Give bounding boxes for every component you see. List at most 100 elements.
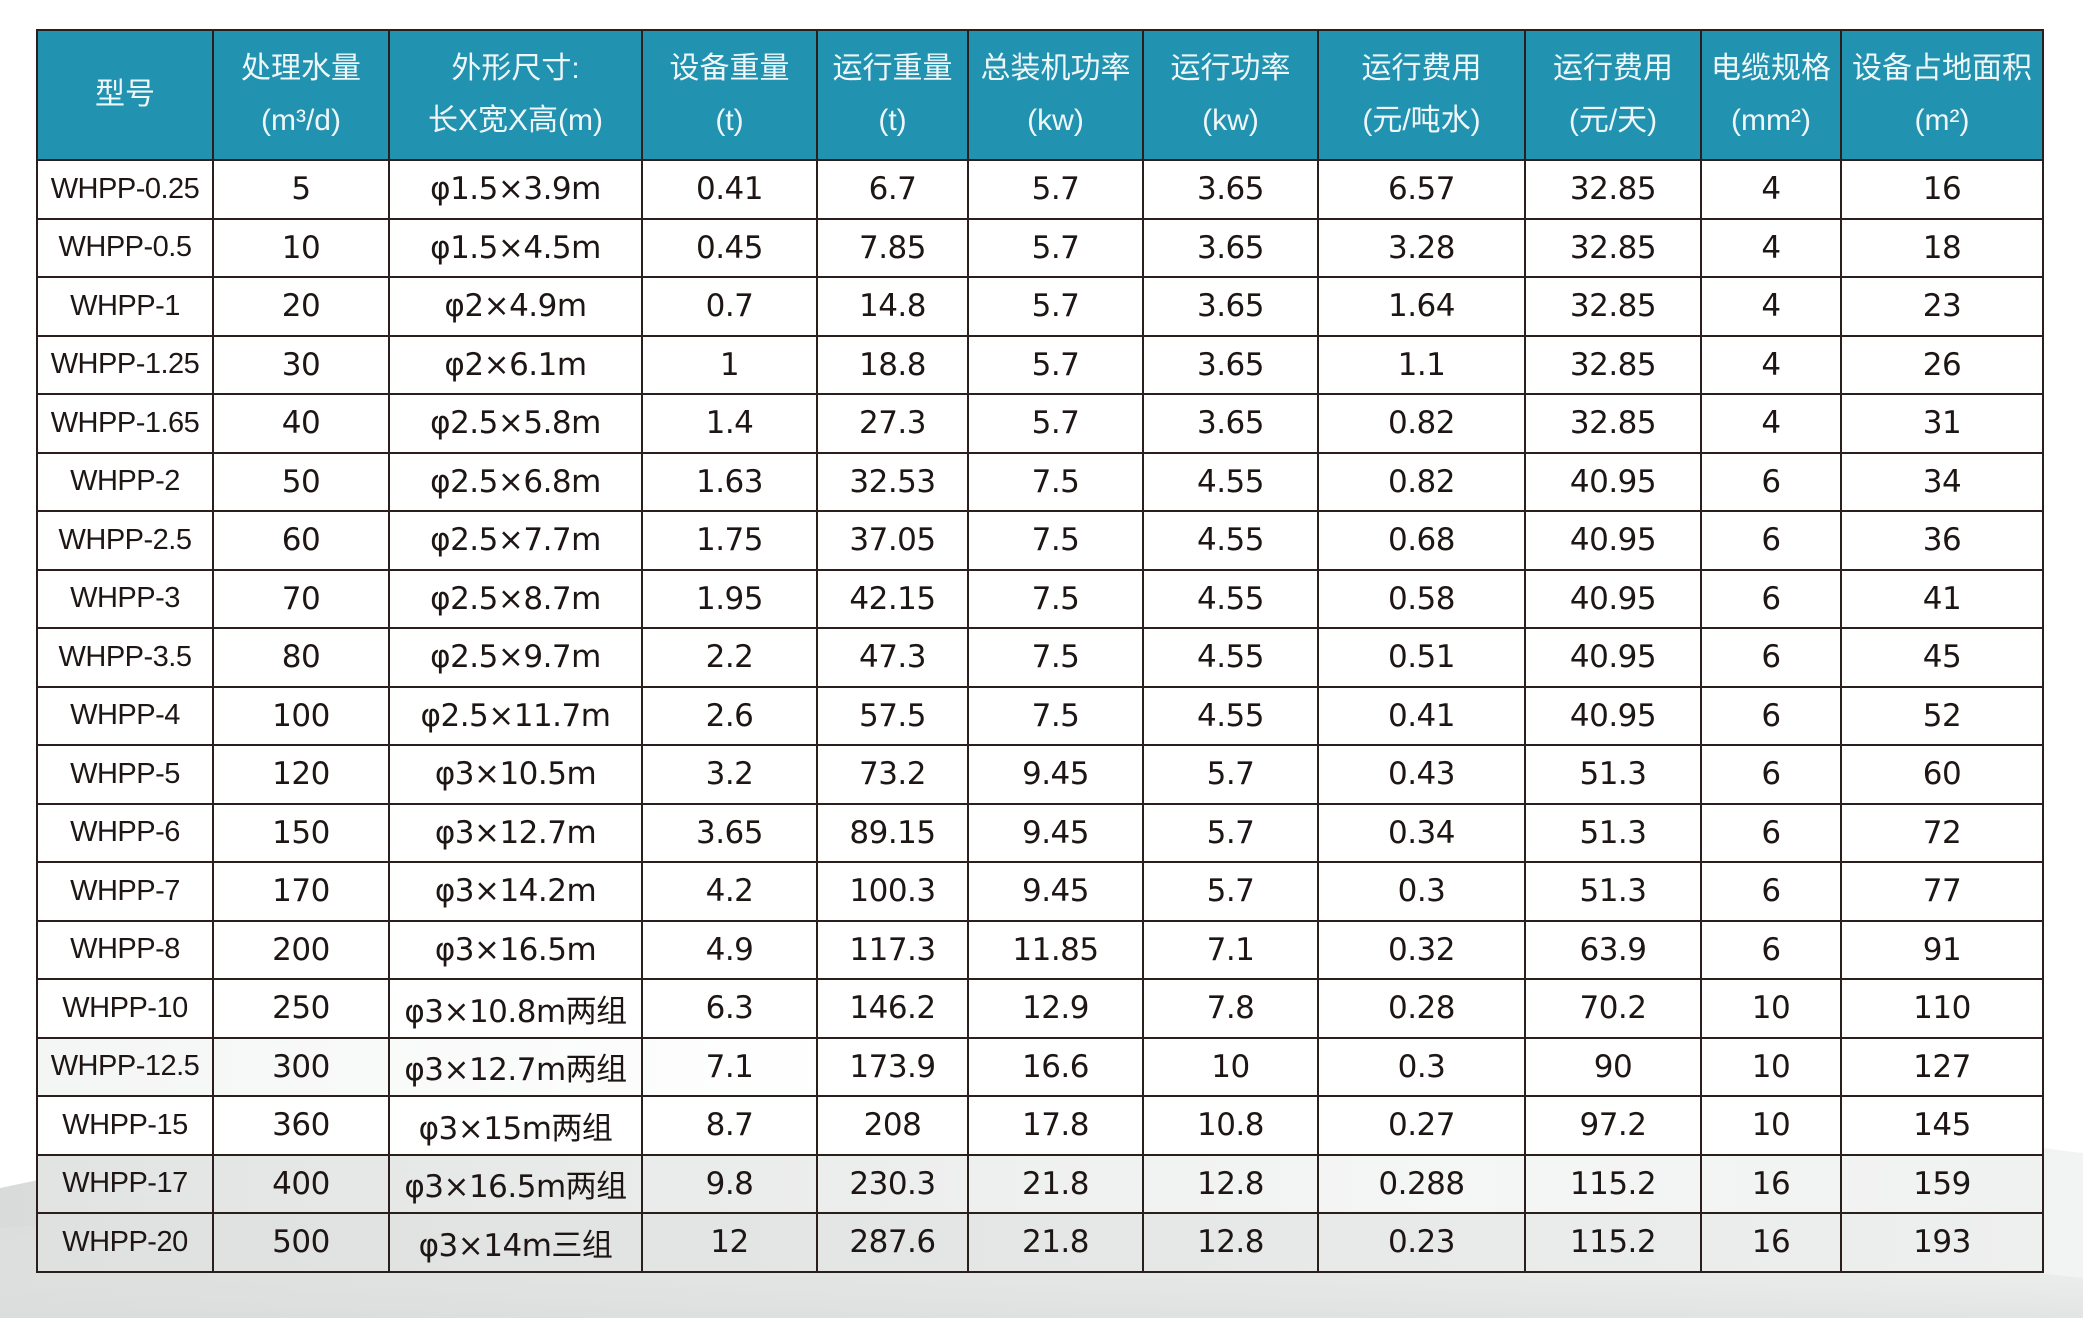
- table-cell: 3.2: [641, 744, 818, 805]
- table-row: WHPP-1.65 40 φ2.5×5.8m 1.4 27.3 5.7 3.65 0.82 32…: [36, 393, 2044, 454]
- table-cell: 51.3: [1524, 744, 1702, 805]
- table-cell: 3.65: [1142, 276, 1319, 337]
- column-header-8: 运行费用 (元/天): [1524, 29, 1702, 161]
- table-row: WHPP-10 250 φ3×10.8m两组 6.3 146.2 12.9 7.8 0.28 7…: [36, 978, 2044, 1039]
- column-header-title: 运行重量: [832, 52, 953, 85]
- table-cell: φ3×14.2m: [388, 861, 643, 922]
- column-header-unit: (t): [715, 104, 744, 137]
- table-cell: 16.6: [967, 1036, 1144, 1097]
- table-cell: 12: [641, 1212, 818, 1273]
- table-row: WHPP-5 120 φ3×10.5m 3.2 73.2 9.45 5.7 0.43 51.3 6…: [36, 744, 2044, 805]
- model-cell: WHPP-10: [36, 978, 214, 1039]
- table-cell: 23: [1840, 276, 2044, 337]
- table-cell: φ2×4.9m: [388, 276, 643, 337]
- column-header-unit: (m²): [1914, 104, 1970, 137]
- model-cell: WHPP-15: [36, 1095, 214, 1156]
- table-cell: 0.27: [1317, 1095, 1526, 1156]
- table-cell: 31: [1840, 393, 2044, 454]
- column-header-unit: (元/天): [1568, 104, 1658, 137]
- table-cell: 173.9: [816, 1036, 969, 1097]
- table-cell: 73.2: [816, 744, 969, 805]
- table-cell: 170: [212, 861, 390, 922]
- table-cell: 4.55: [1142, 627, 1319, 688]
- table-cell: φ3×15m两组: [388, 1095, 643, 1156]
- table-cell: 11.85: [967, 919, 1144, 980]
- table-cell: 72: [1840, 802, 2044, 863]
- table-cell: 10: [1142, 1036, 1319, 1097]
- table-cell: 100.3: [816, 861, 969, 922]
- model-cell: WHPP-0.5: [36, 217, 214, 278]
- table-cell: 4: [1700, 159, 1842, 220]
- table-cell: 10: [1700, 978, 1842, 1039]
- table-cell: 150: [212, 802, 390, 863]
- column-header-9: 电缆规格 (mm²): [1700, 29, 1842, 161]
- table-cell: 0.32: [1317, 919, 1526, 980]
- table-cell: 7.1: [641, 1036, 818, 1097]
- column-header-unit: (mm²): [1731, 104, 1811, 137]
- table-cell: 40.95: [1524, 451, 1702, 512]
- table-cell: 115.2: [1524, 1153, 1702, 1214]
- table-cell: 51.3: [1524, 861, 1702, 922]
- table-cell: 30: [212, 334, 390, 395]
- table-cell: 5.7: [1142, 861, 1319, 922]
- table-cell: 51.3: [1524, 802, 1702, 863]
- table-cell: 300: [212, 1036, 390, 1097]
- table-cell: 117.3: [816, 919, 969, 980]
- table-cell: 159: [1840, 1153, 2044, 1214]
- column-header-title: 处理水量: [241, 52, 361, 85]
- table-cell: 4: [1700, 276, 1842, 337]
- table-cell: φ2.5×5.8m: [388, 393, 643, 454]
- table-cell: 1.1: [1317, 334, 1526, 395]
- table-row: WHPP-4 100 φ2.5×11.7m 2.6 57.5 7.5 4.55 0.41 40.…: [36, 685, 2044, 746]
- table-cell: 0.43: [1317, 744, 1526, 805]
- table-cell: φ3×10.5m: [388, 744, 643, 805]
- table-cell: 4.55: [1142, 451, 1319, 512]
- table-cell: φ2.5×8.7m: [388, 568, 643, 629]
- column-header-unit: (t): [878, 104, 907, 137]
- table-cell: φ3×16.5m两组: [388, 1153, 643, 1214]
- table-cell: 6: [1700, 451, 1842, 512]
- table-cell: 27.3: [816, 393, 969, 454]
- table-cell: φ2.5×9.7m: [388, 627, 643, 688]
- table-cell: 5.7: [967, 159, 1144, 220]
- column-header-1: 处理水量 (m³/d): [212, 29, 390, 161]
- table-body: WHPP-0.25 5 φ1.5×3.9m 0.41 6.7 5.7 3.65 6.57 32.…: [36, 159, 2044, 1273]
- table-cell: 0.41: [1317, 685, 1526, 746]
- table-cell: 208: [816, 1095, 969, 1156]
- table-cell: φ3×10.8m两组: [388, 978, 643, 1039]
- column-header-title: 设备重量: [669, 52, 790, 85]
- table-cell: φ2×6.1m: [388, 334, 643, 395]
- table-cell: 42.15: [816, 568, 969, 629]
- table-header: 型号 处理水量 (m³/d) 外形尺寸: 长X宽X高(m) 设备重量 (t) 运…: [36, 29, 2044, 161]
- table-cell: 230.3: [816, 1153, 969, 1214]
- table-cell: 0.68: [1317, 510, 1526, 571]
- model-cell: WHPP-3: [36, 568, 214, 629]
- model-cell: WHPP-1.25: [36, 334, 214, 395]
- column-header-unit: (kw): [1202, 104, 1259, 137]
- table-cell: 7.1: [1142, 919, 1319, 980]
- table-cell: 18: [1840, 217, 2044, 278]
- table-cell: 4.9: [641, 919, 818, 980]
- model-cell: WHPP-4: [36, 685, 214, 746]
- table-cell: 14.8: [816, 276, 969, 337]
- table-cell: 16: [1700, 1153, 1842, 1214]
- column-header-title: 型号: [95, 78, 155, 111]
- table-cell: 3.65: [1142, 159, 1319, 220]
- table-cell: 70: [212, 568, 390, 629]
- column-header-unit: (元/吨水): [1362, 104, 1481, 137]
- table-cell: 21.8: [967, 1153, 1144, 1214]
- table-cell: 6: [1700, 685, 1842, 746]
- table-cell: 6: [1700, 510, 1842, 571]
- table-cell: 6.57: [1317, 159, 1526, 220]
- table-cell: 10: [1700, 1095, 1842, 1156]
- table-cell: 146.2: [816, 978, 969, 1039]
- table-row: WHPP-3 70 φ2.5×8.7m 1.95 42.15 7.5 4.55 0.58 40.…: [36, 568, 2044, 629]
- table-cell: 7.5: [967, 451, 1144, 512]
- table-cell: 7.85: [816, 217, 969, 278]
- table-cell: 16: [1840, 159, 2044, 220]
- table-cell: φ3×16.5m: [388, 919, 643, 980]
- table-cell: 20: [212, 276, 390, 337]
- table-cell: 7.5: [967, 510, 1144, 571]
- table-cell: 0.288: [1317, 1153, 1526, 1214]
- table-cell: 5.7: [967, 217, 1144, 278]
